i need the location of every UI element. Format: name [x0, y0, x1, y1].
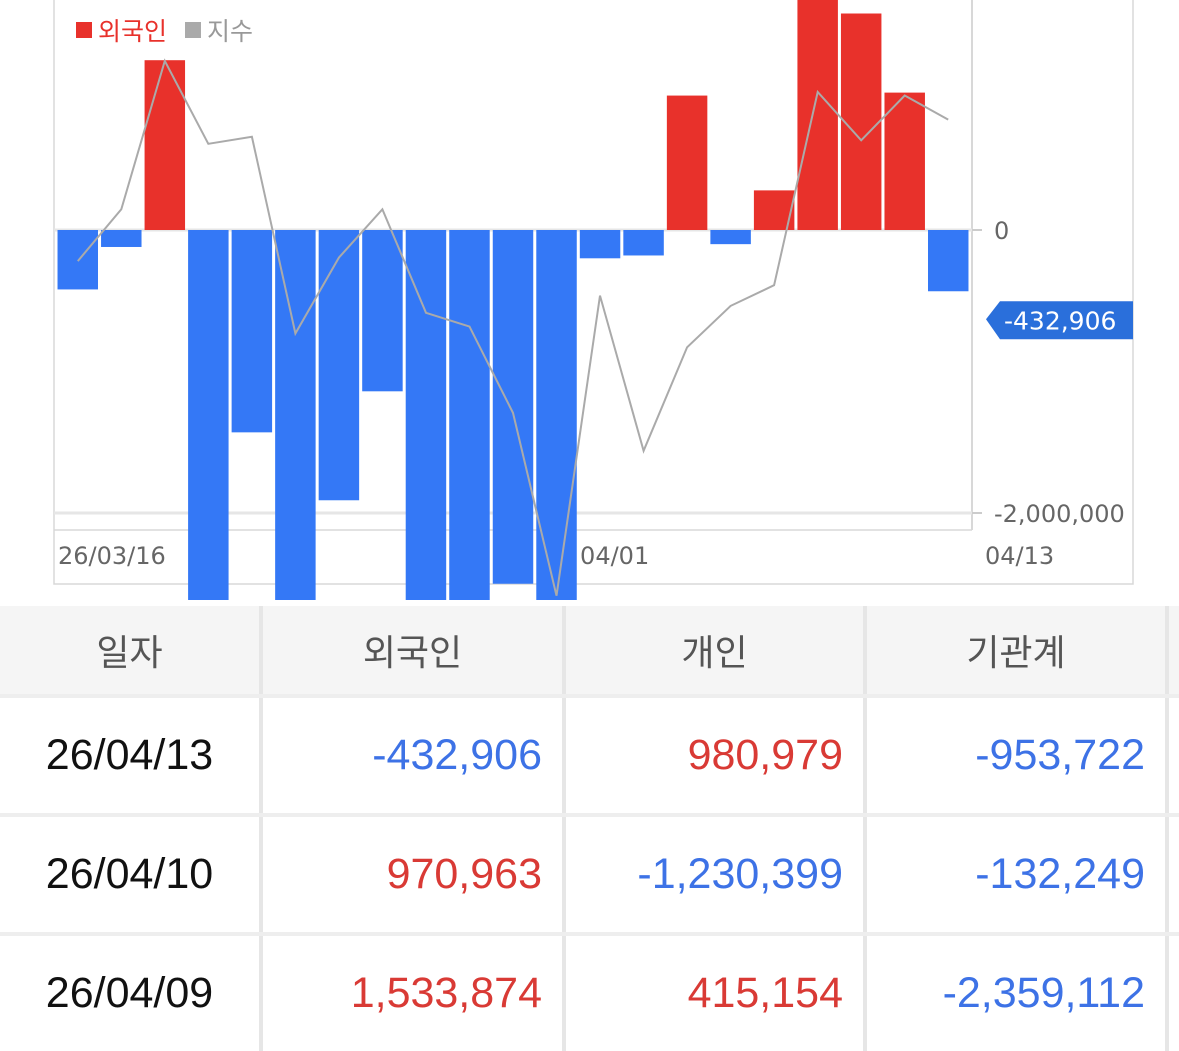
x-tick-label: 04/01	[580, 542, 649, 570]
date-cell: 26/04/09	[0, 936, 263, 1051]
table-row[interactable]: 26/04/13 -432,906 980,979 -953,722	[0, 694, 1179, 813]
chart-canvas: 2,000,0000-2,000,000-4,000,00026/03/1604…	[53, 0, 1134, 600]
legend-item-index: 지수	[185, 12, 253, 48]
y-tick-label: -2,000,000	[994, 500, 1125, 528]
current-value-callout	[986, 301, 1133, 340]
investor-trading-table: 일자 외국인 개인 기관계 26/04/13 -432,906 980,979 …	[0, 606, 1179, 1051]
table-header-row: 일자 외국인 개인 기관계	[0, 606, 1179, 694]
legend-swatch-foreign	[76, 22, 92, 38]
foreign-bar	[840, 13, 882, 230]
foreign-bar	[101, 230, 142, 247]
current-value-label: -432,906	[1004, 306, 1116, 335]
legend-item-foreign: 외국인	[76, 12, 167, 48]
column-header-institution[interactable]: 기관계	[867, 606, 1169, 694]
foreign-bar	[666, 95, 708, 230]
foreign-bar	[449, 230, 490, 600]
foreign-bar	[623, 230, 664, 256]
column-header-individual[interactable]: 개인	[566, 606, 867, 694]
foreign-bar	[231, 230, 273, 433]
individual-cell: -1,230,399	[566, 817, 867, 932]
y-tick-label: 0	[994, 217, 1009, 245]
foreign-cell: 970,963	[263, 817, 566, 932]
institution-cell: -132,249	[867, 817, 1169, 932]
table-row[interactable]: 26/04/09 1,533,874 415,154 -2,359,112	[0, 932, 1179, 1051]
institution-cell: -953,722	[867, 698, 1169, 813]
foreign-bar	[884, 92, 925, 230]
overflow-cell	[1169, 698, 1179, 813]
foreign-bar	[362, 230, 403, 392]
legend-label-foreign: 외국인	[98, 17, 168, 46]
date-cell: 26/04/13	[0, 698, 263, 813]
foreign-cell: -432,906	[263, 698, 566, 813]
date-cell: 26/04/10	[0, 817, 263, 932]
legend-swatch-index	[185, 22, 202, 38]
individual-cell: 415,154	[566, 936, 867, 1051]
chart-legend: 외국인 지수	[76, 12, 271, 48]
foreign-bar	[405, 230, 447, 600]
x-tick-label: 26/03/16	[58, 542, 166, 570]
foreign-bar	[318, 230, 360, 501]
foreign-bar	[710, 230, 751, 245]
column-header-foreign[interactable]: 외국인	[263, 606, 566, 694]
foreign-bar	[927, 230, 969, 292]
table-row[interactable]: 26/04/10 970,963 -1,230,399 -132,249	[0, 813, 1179, 932]
individual-cell: 980,979	[566, 698, 867, 813]
overflow-cell	[1169, 817, 1179, 932]
foreign-cell: 1,533,874	[263, 936, 566, 1051]
foreign-bar	[275, 230, 316, 600]
institution-cell: -2,359,112	[867, 936, 1169, 1051]
foreign-bar	[492, 230, 534, 584]
foreign-bar	[144, 60, 186, 231]
column-header-overflow	[1169, 606, 1179, 694]
chart-frame	[53, 0, 1134, 585]
investor-trend-chart: 2,000,0000-2,000,000-4,000,00026/03/1604…	[53, 0, 1134, 600]
foreign-bar	[797, 0, 838, 231]
x-tick-label: 04/13	[985, 542, 1054, 570]
legend-label-index: 지수	[207, 17, 254, 46]
foreign-bar	[536, 230, 577, 600]
foreign-bar	[579, 230, 621, 259]
column-header-date[interactable]: 일자	[0, 606, 263, 694]
index-line	[77, 58, 949, 596]
foreign-bar	[188, 230, 229, 600]
overflow-cell	[1169, 936, 1179, 1051]
